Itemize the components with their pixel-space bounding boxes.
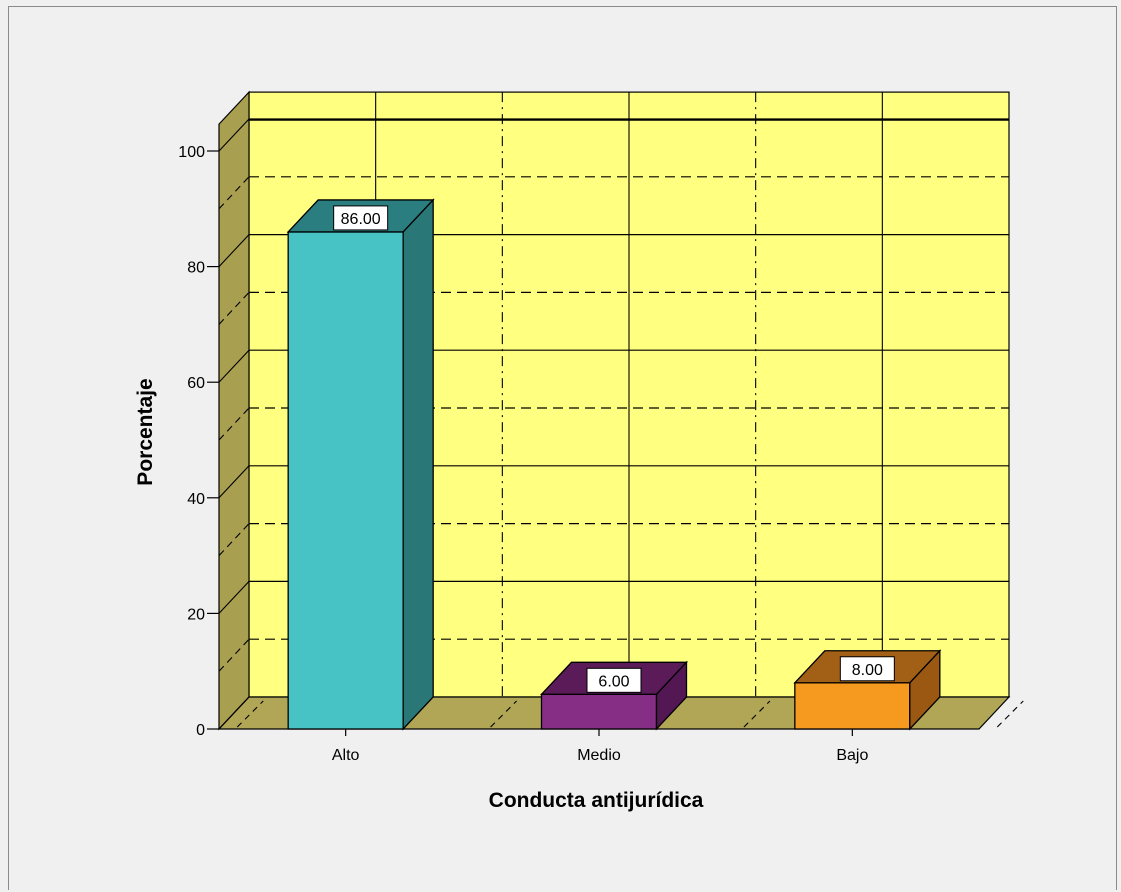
chart-frame: 86.00 6.00 8.00 0 20 40 60 80 100 Alto Medio Bajo… [8, 6, 1117, 890]
bar-front [287, 231, 404, 730]
side-wall-gridline [218, 696, 250, 730]
side-wall-gridline [218, 234, 250, 267]
y-axis-title: Porcentaje [134, 378, 157, 485]
data-label-box [333, 205, 389, 231]
side-wall-gridline [218, 176, 250, 210]
data-label: 6.00 [586, 667, 642, 693]
data-label-box [586, 667, 642, 693]
data-label: 8.00 [839, 656, 895, 682]
y-tick-label: 40 [187, 491, 205, 508]
data-label: 86.00 [333, 205, 389, 231]
side-wall-gridline [218, 292, 250, 325]
y-tick-label: 100 [178, 144, 205, 161]
bar-side [909, 649, 941, 731]
side-wall-gridline [218, 407, 250, 441]
y-tick-label: 0 [196, 722, 205, 739]
data-label-text: 86.00 [341, 211, 381, 228]
side-wall-gridline [218, 581, 250, 614]
bars: 86.00 6.00 8.00 [286, 198, 942, 731]
data-label-text: 6.00 [598, 673, 629, 690]
side-wall-gridline [218, 523, 250, 556]
y-axis: 0 20 40 60 80 100 [178, 144, 219, 739]
bar-front [540, 693, 658, 730]
bar-side [655, 660, 688, 731]
bar-medio [539, 660, 689, 731]
y-tick-label: 60 [187, 375, 205, 392]
side-wall [218, 90, 250, 731]
x-tick-label: Bajo [836, 747, 868, 764]
side-wall-gridline [218, 465, 250, 499]
gridlines [218, 92, 1024, 730]
x-tick-label: Alto [332, 747, 360, 764]
y-tick-label: 20 [187, 606, 205, 623]
data-label-box [839, 656, 895, 682]
side-wall-gridline [218, 118, 250, 152]
x-axis: Alto Medio Bajo [332, 729, 868, 764]
bar-front [794, 682, 911, 730]
data-label-text: 8.00 [852, 662, 883, 679]
x-tick-label: Medio [577, 747, 621, 764]
bar-alto [286, 198, 435, 731]
bar-chart: 86.00 6.00 8.00 0 20 40 60 80 100 Alto Medio Bajo… [134, 90, 1024, 812]
x-axis-title: Conducta antijurídica [489, 789, 704, 812]
side-wall-gridline [218, 349, 250, 383]
side-wall-gridline [218, 638, 250, 672]
bar-side [402, 198, 434, 731]
y-tick-label: 80 [187, 260, 205, 277]
